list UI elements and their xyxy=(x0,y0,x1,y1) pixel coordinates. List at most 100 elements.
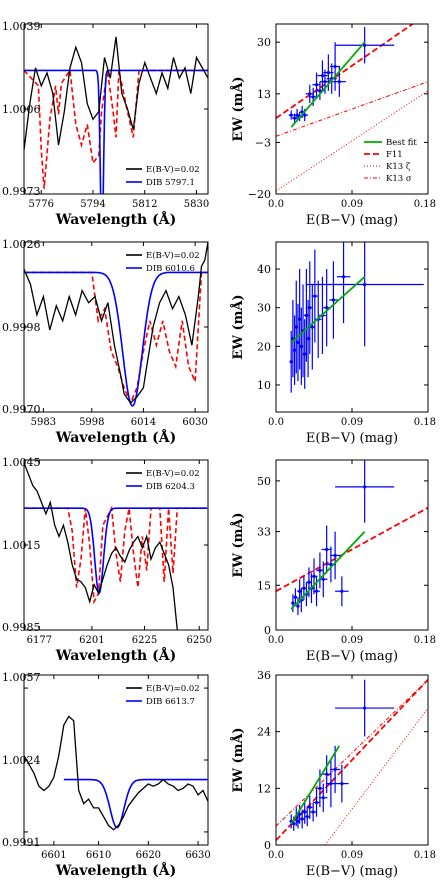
x-tick-label: 6250 xyxy=(187,635,212,646)
data-point xyxy=(333,64,337,69)
x-tick-label: 0.09 xyxy=(341,635,363,646)
x-axis-label: E(B−V) (mag) xyxy=(306,649,398,664)
spectrum-legend: E(B-V)=0.02 DIB 6613.7 xyxy=(126,683,200,707)
data-point xyxy=(308,306,312,310)
model-line xyxy=(24,271,208,405)
data-point xyxy=(292,822,296,826)
x-tick-label: 0.09 xyxy=(341,850,363,861)
y-tick-label: 30 xyxy=(257,36,271,49)
x-axis-label: Wavelength (Å) xyxy=(55,646,176,664)
data-point xyxy=(340,782,344,786)
data-point xyxy=(311,95,315,99)
data-point xyxy=(340,589,344,593)
x-tick-label: 0.18 xyxy=(414,850,436,861)
x-tick-label: 0.0 xyxy=(268,199,284,210)
ew-panel-2: 40 30 20 10 0.0 0.09 0.18 E(B−V) (mag) EW (mÅ) xyxy=(230,241,436,446)
x-tick-label: 5998 xyxy=(79,417,104,428)
legend-label: F11 xyxy=(386,150,403,160)
data-point xyxy=(298,812,302,816)
x-tick-label: 0.09 xyxy=(341,199,363,210)
legend-label: E(B-V)=0.02 xyxy=(146,468,200,479)
data-point xyxy=(314,589,319,593)
data-point xyxy=(295,113,299,117)
data-point xyxy=(314,83,319,87)
data-points xyxy=(288,27,395,123)
y-tick-label: 1.0045 xyxy=(2,456,41,469)
ew-panel-1: 30 13 −3 −200.0 0.09 0.18 E(B−V) (mag) EW (mÅ) B… xyxy=(230,23,436,228)
x-tick-label: 0.18 xyxy=(414,199,436,210)
data-point xyxy=(298,317,302,321)
y-tick-label: −3 xyxy=(255,136,271,149)
data-point xyxy=(302,586,306,590)
data-point xyxy=(291,601,295,605)
data-point xyxy=(303,352,307,356)
data-points xyxy=(289,679,395,831)
data-point xyxy=(321,577,325,581)
y-tick-label: 50 xyxy=(257,475,271,488)
y-tick-label: 36 xyxy=(257,669,271,682)
best-fit-line xyxy=(290,276,366,344)
dib-gaussian-line xyxy=(24,271,208,407)
best-fit-line xyxy=(290,41,366,128)
data-point xyxy=(310,325,314,329)
data-point xyxy=(313,294,317,298)
legend-label: DIB 6010.6 xyxy=(146,264,195,274)
data-point xyxy=(311,810,315,814)
data-point xyxy=(341,275,346,279)
y-tick-label: 0.9970 xyxy=(2,403,41,416)
y-tick-label: −20 xyxy=(248,188,271,201)
data-point xyxy=(305,815,309,819)
x-tick-label: 0.0 xyxy=(268,850,284,861)
data-point xyxy=(326,70,330,75)
data-point xyxy=(321,796,325,800)
y-tick-label: 0.9991 xyxy=(2,836,41,849)
spectrum-legend: E(B-V)=0.02 DIB 5797.1 xyxy=(126,164,200,188)
y-tick-label: 0 xyxy=(264,839,271,852)
data-point xyxy=(329,782,333,786)
y-tick-label: 1.0015 xyxy=(2,539,41,552)
data-point xyxy=(318,786,322,790)
data-point xyxy=(325,772,329,776)
data-point xyxy=(304,313,308,318)
y-tick-label: 0.9973 xyxy=(2,185,41,198)
x-axis-label: E(B−V) (mag) xyxy=(306,213,398,228)
k13-sigma-line xyxy=(276,81,428,137)
x-axis-label: Wavelength (Å) xyxy=(55,861,176,879)
f11-line xyxy=(276,506,428,592)
y-axis-label: EW (mÅ) xyxy=(230,727,246,792)
spectrum-legend: E(B-V)=0.02 DIB 6204.3 xyxy=(126,468,200,492)
data-point xyxy=(312,574,316,578)
x-axis-label: E(B−V) (mag) xyxy=(306,864,398,879)
data-point xyxy=(363,282,367,287)
dib-gaussian-line xyxy=(24,507,208,595)
best-fit-line xyxy=(290,745,341,825)
data-point xyxy=(363,706,367,710)
data-point xyxy=(333,767,337,772)
data-point xyxy=(298,589,302,593)
x-tick-label: 6201 xyxy=(79,635,104,646)
data-point xyxy=(318,89,322,93)
data-point xyxy=(296,340,300,345)
data-point xyxy=(294,325,298,329)
data-point xyxy=(289,360,293,364)
f11-line xyxy=(276,679,428,841)
y-tick-label: 1.0024 xyxy=(2,754,41,767)
x-tick-label: 6177 xyxy=(27,635,52,646)
x-tick-label: 0.0 xyxy=(268,635,284,646)
data-point xyxy=(337,80,341,84)
best-fit-line xyxy=(290,530,366,610)
x-tick-label: 6030 xyxy=(182,417,207,428)
data-point xyxy=(323,80,327,84)
y-tick-label: 0 xyxy=(264,624,271,637)
y-tick-label: 30 xyxy=(257,302,271,315)
y-tick-label: 1.0006 xyxy=(2,103,41,116)
ew-panel-4: 36 24 12 00.0 0.09 0.18 E(B−V) (mag) EW (mÅ) xyxy=(230,669,436,879)
data-point xyxy=(333,553,337,558)
legend-label: E(B-V)=0.02 xyxy=(146,250,200,261)
data-points xyxy=(291,460,395,616)
data-point xyxy=(308,92,312,96)
x-tick-label: 0.09 xyxy=(341,417,363,428)
